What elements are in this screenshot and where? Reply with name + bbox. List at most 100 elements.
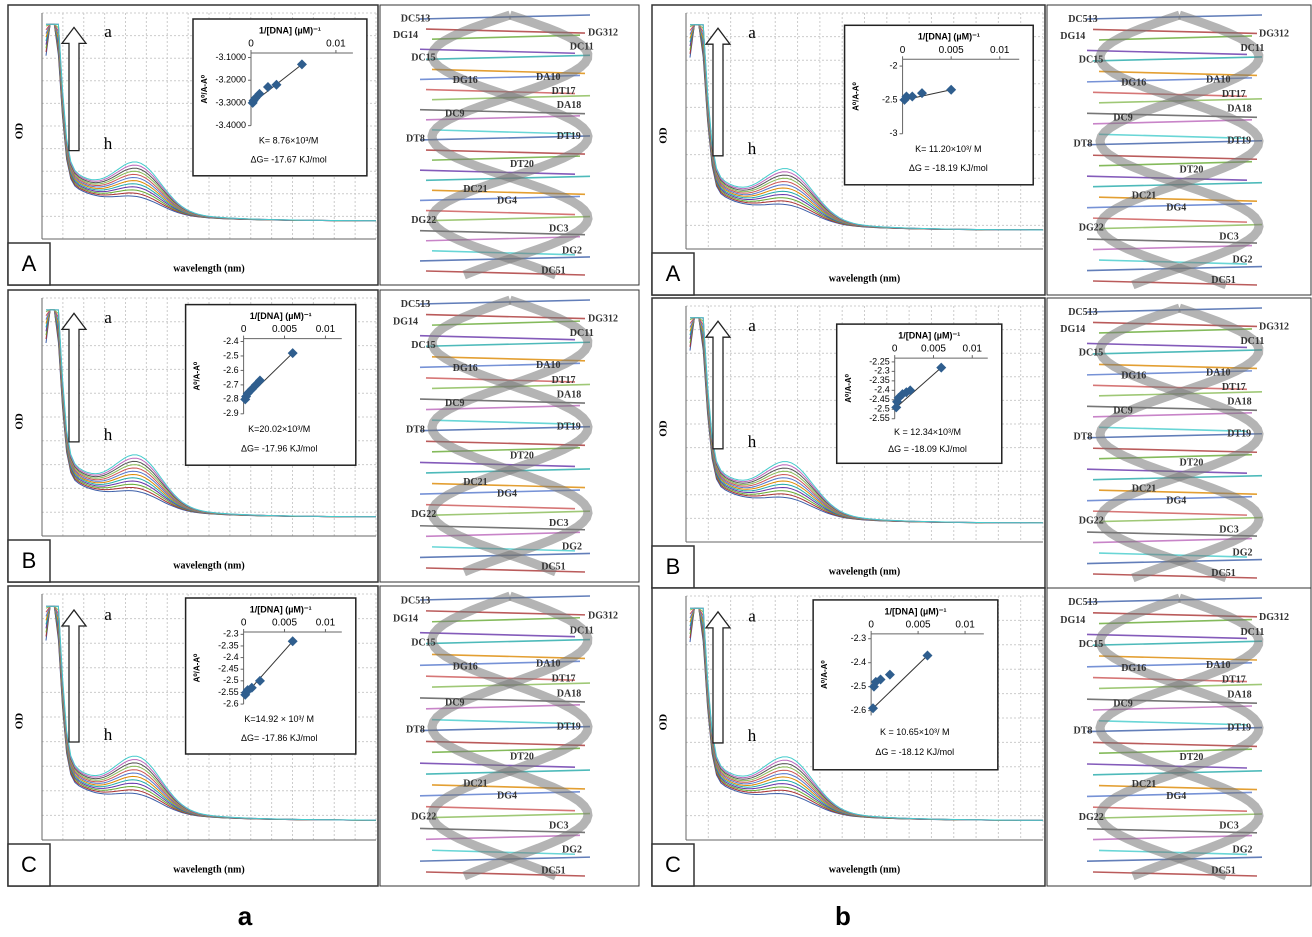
- arrow-label: a: [104, 605, 112, 624]
- residue-label: DT20: [510, 451, 534, 462]
- residue-label: DG4: [1166, 791, 1186, 802]
- residue-label: DC51: [541, 562, 565, 573]
- data-point: [246, 682, 257, 693]
- data-point: [296, 59, 307, 70]
- base-pair: [425, 209, 576, 216]
- base-pair: [425, 740, 586, 747]
- backbone: [1095, 593, 1264, 881]
- spectrum-curve: [46, 309, 376, 518]
- dna-frame: [379, 585, 640, 887]
- base-pair: [425, 638, 591, 645]
- residue-label: DC15: [411, 637, 435, 648]
- residue-label: DC3: [1219, 821, 1238, 832]
- arrow-label: a: [748, 23, 756, 42]
- residue-label: DC11: [1240, 336, 1264, 347]
- dna-frame: [1046, 4, 1312, 296]
- base-pair: [431, 356, 586, 362]
- residue-label: DC51: [541, 865, 565, 876]
- x-tick-label: 0.005: [272, 324, 297, 335]
- residue-label: DC513: [1068, 307, 1097, 318]
- fit-line: [895, 367, 942, 408]
- panel-letter-box: [7, 539, 51, 583]
- residue-label: DA10: [536, 658, 560, 669]
- y-tick-label: -2.7: [223, 379, 239, 389]
- residue-label: DG312: [1259, 28, 1289, 39]
- base-pair: [425, 149, 586, 155]
- inset: 1/[DNA] (µM)⁻¹A⁰/A-A⁰0 0.005 0.01-2.25-2.3…: [835, 323, 1003, 465]
- gibbs-energy: ΔG = -18.12 KJ/mol: [875, 747, 954, 757]
- spectrum-curve: [46, 605, 376, 821]
- backbone: [1095, 10, 1264, 290]
- arrow: [60, 312, 88, 443]
- residue-label: DC21: [1132, 191, 1156, 202]
- base-pair: [1086, 432, 1263, 439]
- x-tick-label: 0.01: [316, 324, 336, 335]
- binding-constant: K= 11.20×10³/ M: [915, 144, 981, 154]
- y-tick-label: -2.5: [874, 404, 890, 414]
- residue-label: DG22: [411, 811, 436, 822]
- residue-label: DG312: [1259, 321, 1289, 332]
- data-point: [875, 674, 886, 685]
- x-tick-label: 0: [248, 39, 254, 50]
- base-pair: [1092, 217, 1248, 223]
- inset: 1/[DNA] (µM)⁻¹ A⁰/A-A⁰ 0 0.005 0.01 -2.3-2.35…: [184, 597, 357, 755]
- residue-label: DC9: [1113, 405, 1132, 416]
- residue-label: DC51: [1211, 865, 1235, 876]
- residue-label: DG22: [1079, 812, 1104, 823]
- residue-label: DG4: [1166, 495, 1186, 506]
- arrow-label: h: [104, 425, 113, 444]
- residue-label: DC3: [549, 518, 568, 529]
- residue-label: DT17: [1222, 89, 1246, 100]
- arrow-label: h: [104, 134, 113, 153]
- inset-y-label: A⁰/A-A⁰: [193, 361, 202, 390]
- panel-letter-box: [7, 242, 51, 286]
- y-axis-label: OD: [658, 714, 670, 731]
- inset: 1/[DNA] (µM)⁻¹ A⁰/A-A⁰ 0 0.005 0.01 -2.3 -2.4 -…: [812, 599, 999, 771]
- base-pair: [1098, 70, 1258, 77]
- y-tick-label: -2.4: [223, 336, 239, 346]
- residue-label: DC51: [541, 265, 565, 276]
- inset-y-label: A⁰/A-A⁰: [820, 660, 829, 689]
- base-pair: [425, 567, 586, 573]
- arrow-label: a: [104, 22, 112, 41]
- residue-label: DC513: [401, 595, 430, 606]
- backbone: [427, 10, 593, 280]
- residue-label: DG14: [1060, 31, 1085, 42]
- inset-frame: [184, 597, 357, 755]
- arrow-label: h: [748, 432, 757, 451]
- y-tick-label: -2.35: [218, 640, 239, 650]
- base-pair: [1092, 741, 1258, 748]
- residue-label: DG14: [393, 30, 418, 41]
- residue-label: DA18: [557, 389, 581, 400]
- residue-label: DG312: [588, 313, 618, 324]
- data-point: [287, 348, 298, 359]
- x-axis-label: wavelength (nm): [173, 560, 244, 571]
- residue-label: DA10: [1206, 660, 1230, 671]
- y-tick-label: -2.5: [882, 94, 898, 104]
- residue-label: DT8: [406, 134, 425, 145]
- residue-label: DT8: [1074, 725, 1093, 736]
- y-axis-label: OD: [14, 713, 26, 730]
- inset-title: 1/[DNA] (µM)⁻¹: [898, 330, 960, 340]
- residue-label: DA18: [1227, 104, 1251, 115]
- inset-title: 1/[DNA] (µM)⁻¹: [885, 606, 947, 616]
- y-tick-label: -2.8: [223, 394, 239, 404]
- residue-label: DC51: [1211, 275, 1235, 286]
- gibbs-energy: ΔG = -18.09 KJ/mol: [888, 444, 967, 454]
- residue-label: DT20: [1180, 165, 1204, 176]
- inset-frame: [812, 599, 999, 771]
- residue-label: DC11: [1240, 43, 1264, 54]
- residue-label: DC9: [445, 398, 464, 409]
- residue-label: DG22: [1079, 516, 1104, 527]
- residue-label: DT8: [1074, 431, 1093, 442]
- residue-label: DG312: [1259, 612, 1289, 623]
- base-pair: [1086, 139, 1263, 146]
- residue-label: DG22: [1079, 223, 1104, 234]
- gibbs-energy: ΔG= -17.86 KJ/mol: [241, 733, 317, 743]
- y-axis-label: OD: [14, 123, 26, 140]
- residue-label: DT19: [1227, 429, 1251, 440]
- residue-label: DA10: [536, 360, 560, 371]
- residue-label: DC513: [401, 13, 430, 24]
- base-pair: [419, 135, 591, 141]
- data-point: [901, 91, 912, 102]
